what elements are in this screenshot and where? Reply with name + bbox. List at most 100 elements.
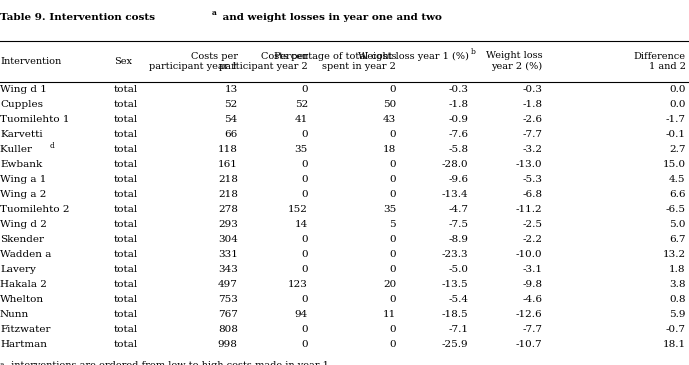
Text: 0: 0 — [301, 340, 308, 349]
Text: Wing a 1: Wing a 1 — [0, 175, 46, 184]
Text: 0: 0 — [301, 250, 308, 259]
Text: 998: 998 — [218, 340, 238, 349]
Text: total: total — [114, 100, 138, 109]
Text: total: total — [114, 265, 138, 274]
Text: a: a — [212, 9, 217, 17]
Text: -0.3: -0.3 — [449, 85, 469, 94]
Text: total: total — [114, 85, 138, 94]
Text: 218: 218 — [218, 175, 238, 184]
Text: Skender: Skender — [0, 235, 44, 244]
Text: 767: 767 — [218, 310, 238, 319]
Text: -4.7: -4.7 — [449, 205, 469, 214]
Text: Weight loss year 1 (%): Weight loss year 1 (%) — [358, 52, 469, 61]
Text: -0.1: -0.1 — [666, 130, 686, 139]
Text: 152: 152 — [288, 205, 308, 214]
Text: Wing a 2: Wing a 2 — [0, 190, 46, 199]
Text: Ewbank: Ewbank — [0, 160, 42, 169]
Text: 6.7: 6.7 — [669, 235, 686, 244]
Text: total: total — [114, 175, 138, 184]
Text: 0: 0 — [301, 160, 308, 169]
Text: 3.8: 3.8 — [669, 280, 686, 289]
Text: -13.5: -13.5 — [442, 280, 469, 289]
Text: Fitzwater: Fitzwater — [0, 325, 50, 334]
Text: 5.9: 5.9 — [669, 310, 686, 319]
Text: total: total — [114, 130, 138, 139]
Text: total: total — [114, 280, 138, 289]
Text: total: total — [114, 310, 138, 319]
Text: b: b — [471, 48, 475, 56]
Text: 2.7: 2.7 — [669, 145, 686, 154]
Text: Wing d 2: Wing d 2 — [0, 220, 47, 229]
Text: -1.8: -1.8 — [522, 100, 542, 109]
Text: Karvetti: Karvetti — [0, 130, 43, 139]
Text: d: d — [50, 142, 54, 150]
Text: and weight losses in year one and two: and weight losses in year one and two — [219, 13, 442, 22]
Text: 0: 0 — [389, 175, 396, 184]
Text: Nunn: Nunn — [0, 310, 29, 319]
Text: -10.0: -10.0 — [515, 250, 542, 259]
Text: Weight loss
year 2 (%): Weight loss year 2 (%) — [486, 51, 542, 71]
Text: Tuomilehto 2: Tuomilehto 2 — [0, 205, 70, 214]
Text: 43: 43 — [383, 115, 396, 124]
Text: 20: 20 — [383, 280, 396, 289]
Text: 0: 0 — [301, 295, 308, 304]
Text: -0.3: -0.3 — [522, 85, 542, 94]
Text: 35: 35 — [295, 145, 308, 154]
Text: 0: 0 — [301, 130, 308, 139]
Text: -0.7: -0.7 — [666, 325, 686, 334]
Text: a: a — [0, 361, 5, 365]
Text: 0: 0 — [389, 265, 396, 274]
Text: 0: 0 — [389, 250, 396, 259]
Text: 0.0: 0.0 — [669, 100, 686, 109]
Text: 0: 0 — [389, 295, 396, 304]
Text: 5: 5 — [389, 220, 396, 229]
Text: total: total — [114, 205, 138, 214]
Text: -7.5: -7.5 — [449, 220, 469, 229]
Text: total: total — [114, 295, 138, 304]
Text: -1.7: -1.7 — [666, 115, 686, 124]
Text: -2.5: -2.5 — [522, 220, 542, 229]
Text: 14: 14 — [295, 220, 308, 229]
Text: -9.8: -9.8 — [522, 280, 542, 289]
Text: 13.2: 13.2 — [662, 250, 686, 259]
Text: -7.7: -7.7 — [522, 325, 542, 334]
Text: 4.5: 4.5 — [669, 175, 686, 184]
Text: Lavery: Lavery — [0, 265, 36, 274]
Text: -13.0: -13.0 — [515, 160, 542, 169]
Text: -5.3: -5.3 — [522, 175, 542, 184]
Text: 0.8: 0.8 — [669, 295, 686, 304]
Text: -5.0: -5.0 — [449, 265, 469, 274]
Text: 94: 94 — [295, 310, 308, 319]
Text: total: total — [114, 160, 138, 169]
Text: Wing d 1: Wing d 1 — [0, 85, 47, 94]
Text: 0: 0 — [301, 190, 308, 199]
Text: 0: 0 — [389, 235, 396, 244]
Text: -6.5: -6.5 — [666, 205, 686, 214]
Text: Difference
1 and 2: Difference 1 and 2 — [634, 51, 686, 71]
Text: 41: 41 — [295, 115, 308, 124]
Text: 293: 293 — [218, 220, 238, 229]
Text: -0.9: -0.9 — [449, 115, 469, 124]
Text: 161: 161 — [218, 160, 238, 169]
Text: 278: 278 — [218, 205, 238, 214]
Text: Intervention: Intervention — [0, 57, 61, 66]
Text: -5.8: -5.8 — [449, 145, 469, 154]
Text: -12.6: -12.6 — [515, 310, 542, 319]
Text: total: total — [114, 220, 138, 229]
Text: total: total — [114, 340, 138, 349]
Text: 66: 66 — [225, 130, 238, 139]
Text: 0: 0 — [389, 130, 396, 139]
Text: 0: 0 — [389, 160, 396, 169]
Text: 0: 0 — [301, 325, 308, 334]
Text: 118: 118 — [218, 145, 238, 154]
Text: 5.0: 5.0 — [669, 220, 686, 229]
Text: -4.6: -4.6 — [522, 295, 542, 304]
Text: -28.0: -28.0 — [442, 160, 469, 169]
Text: -6.8: -6.8 — [522, 190, 542, 199]
Text: -10.7: -10.7 — [515, 340, 542, 349]
Text: Sex: Sex — [114, 57, 132, 66]
Text: 123: 123 — [288, 280, 308, 289]
Text: 0: 0 — [301, 235, 308, 244]
Text: -5.4: -5.4 — [449, 295, 469, 304]
Text: 54: 54 — [225, 115, 238, 124]
